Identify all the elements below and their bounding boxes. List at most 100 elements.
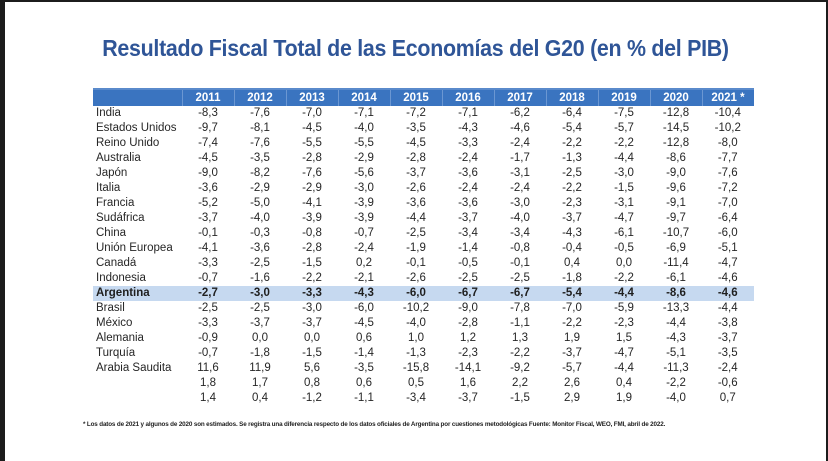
value-cell: -7,5 [614, 107, 634, 119]
value-cell: -1,5 [302, 257, 322, 269]
value-cell: -8,6 [666, 152, 686, 164]
table-row: Reino Unido -7,4 -7,6 -5,5 -5,5 -4,5 -3,3 -2,4 -… [93, 136, 754, 151]
value-cell: -4,5 [198, 152, 218, 164]
value-cell: -4,0 [354, 122, 374, 134]
value-cell: -6,2 [510, 107, 530, 119]
value-cell: -12,8 [662, 107, 690, 119]
value-cell: -7,0 [302, 107, 322, 119]
year-header: 2013 [285, 88, 338, 106]
value-cell: -13,3 [662, 302, 690, 314]
country-label: Brasil [96, 302, 125, 314]
table-row: Estados Unidos -9,7 -8,1 -4,5 -4,0 -3,5 -4,3 -4… [93, 121, 754, 136]
value-cell: -9,2 [510, 362, 530, 374]
value-cell: -3,7 [198, 212, 218, 224]
value-cell: -2,4 [510, 137, 530, 149]
value-cell: -1,7 [510, 152, 530, 164]
value-cell: -6,0 [717, 227, 738, 239]
value-cell: -7,8 [510, 302, 530, 314]
value-cell: -7,4 [198, 137, 218, 149]
value-cell: -2,2 [562, 137, 582, 149]
value-cell: -9,7 [198, 122, 218, 134]
value-cell: 0,7 [719, 392, 736, 404]
value-cell: -7,6 [250, 137, 270, 149]
value-cell: -3,6 [458, 167, 478, 179]
table-row: Italia -3,6 -2,9 -2,9 -3,0 -2,6 -2,4 -2,4 -2,2 -1… [93, 181, 754, 196]
value-cell: -9,0 [198, 167, 218, 179]
country-label: Estados Unidos [96, 122, 177, 134]
value-cell: -3,4 [406, 392, 426, 404]
value-cell: -2,9 [250, 182, 270, 194]
value-cell: -3,0 [510, 197, 530, 209]
value-cell: -4,5 [354, 317, 374, 329]
value-cell: -4,3 [562, 227, 582, 239]
value-cell: -1,1 [354, 392, 374, 404]
value-cell: -6,0 [354, 302, 374, 314]
value-cell: 1,0 [408, 332, 424, 344]
value-cell: -2,9 [354, 152, 374, 164]
value-cell: -0,3 [250, 227, 270, 239]
value-cell: -0,7 [198, 347, 218, 359]
value-cell: -6,9 [666, 242, 686, 254]
value-cell: -2,5 [406, 227, 426, 239]
value-cell: -2,5 [250, 257, 270, 269]
value-cell: -1,5 [510, 392, 530, 404]
year-header: 2015 [389, 88, 442, 106]
fiscal-result-table: 2011 2012 2013 2014 2015 2016 2017 2018 2019 2020… [93, 88, 754, 406]
value-cell: 1,4 [200, 392, 216, 404]
table-row: Canadá -3,3 -2,5 -1,5 0,2 -0,1 -0,5 -0,1 0,4 0,0 -… [93, 256, 754, 271]
value-cell: -6,1 [614, 227, 634, 239]
value-cell: -7,0 [717, 197, 738, 209]
value-cell: -1,1 [510, 317, 530, 329]
year-header: 2014 [337, 88, 390, 106]
value-cell: -2,4 [354, 242, 374, 254]
value-cell: 1,8 [200, 377, 216, 389]
value-cell: -2,2 [614, 137, 634, 149]
value-cell: -3,7 [302, 317, 322, 329]
value-cell: -4,1 [198, 242, 218, 254]
table-row: India -8,3 -7,6 -7,0 -7,1 -7,2 -7,1 -6,2 -6,4 -7,… [93, 106, 754, 121]
value-cell: -2,3 [458, 347, 478, 359]
value-cell: -0,4 [562, 242, 582, 254]
footnote: * Los datos de 2021 y algunos de 2020 so… [83, 421, 666, 428]
value-cell: -2,5 [562, 167, 582, 179]
value-cell: -4,5 [302, 122, 322, 134]
value-cell: -8,1 [250, 122, 270, 134]
value-cell: -10,4 [714, 107, 741, 119]
value-cell: -3,3 [198, 257, 218, 269]
value-cell: 0,0 [616, 257, 632, 269]
value-cell: -2,8 [458, 317, 478, 329]
value-cell: -8,2 [250, 167, 270, 179]
value-cell: -4,1 [302, 197, 322, 209]
value-cell: -2,5 [250, 302, 270, 314]
value-cell: -11,3 [663, 362, 689, 374]
value-cell: -4,4 [614, 362, 634, 374]
country-label: Indonesia [96, 272, 146, 284]
value-cell: -4,7 [614, 347, 634, 359]
table-row: China -0,1 -0,3 -0,8 -0,7 -2,5 -3,4 -3,4 -4,3 -6,… [93, 226, 754, 241]
value-cell: -4,0 [510, 212, 530, 224]
table-row: Unión Europea -4,1 -3,6 -2,8 -2,4 -1,9 -1,4 -0,… [93, 241, 754, 256]
value-cell: -2,2 [562, 182, 582, 194]
value-cell: -12,8 [662, 137, 690, 149]
value-cell: -3,8 [717, 317, 738, 329]
value-cell: 1,6 [460, 377, 476, 389]
value-cell: -5,7 [614, 122, 634, 134]
value-cell: -2,6 [406, 272, 426, 284]
value-cell: -1,6 [250, 272, 270, 284]
value-cell: -4,4 [717, 302, 738, 314]
value-cell: -2,7 [182, 286, 234, 301]
value-cell: -2,8 [302, 242, 322, 254]
value-cell: -3,6 [198, 182, 218, 194]
value-cell: -6,4 [562, 107, 582, 119]
value-cell: -2,4 [458, 182, 478, 194]
value-cell: 0,4 [564, 257, 580, 269]
value-cell: -15,8 [402, 362, 430, 374]
country-label [93, 376, 182, 391]
value-cell: -6,0 [390, 286, 442, 301]
value-cell: -3,0 [614, 167, 634, 179]
value-cell: -0,8 [510, 242, 530, 254]
table-row: Arabia Saudita 11,6 11,9 5,6 -3,5 -15,8 -14,1 -… [93, 361, 754, 376]
value-cell: -3,5 [406, 122, 426, 134]
value-cell: -0,1 [406, 257, 426, 269]
value-cell: -5,1 [717, 242, 738, 254]
